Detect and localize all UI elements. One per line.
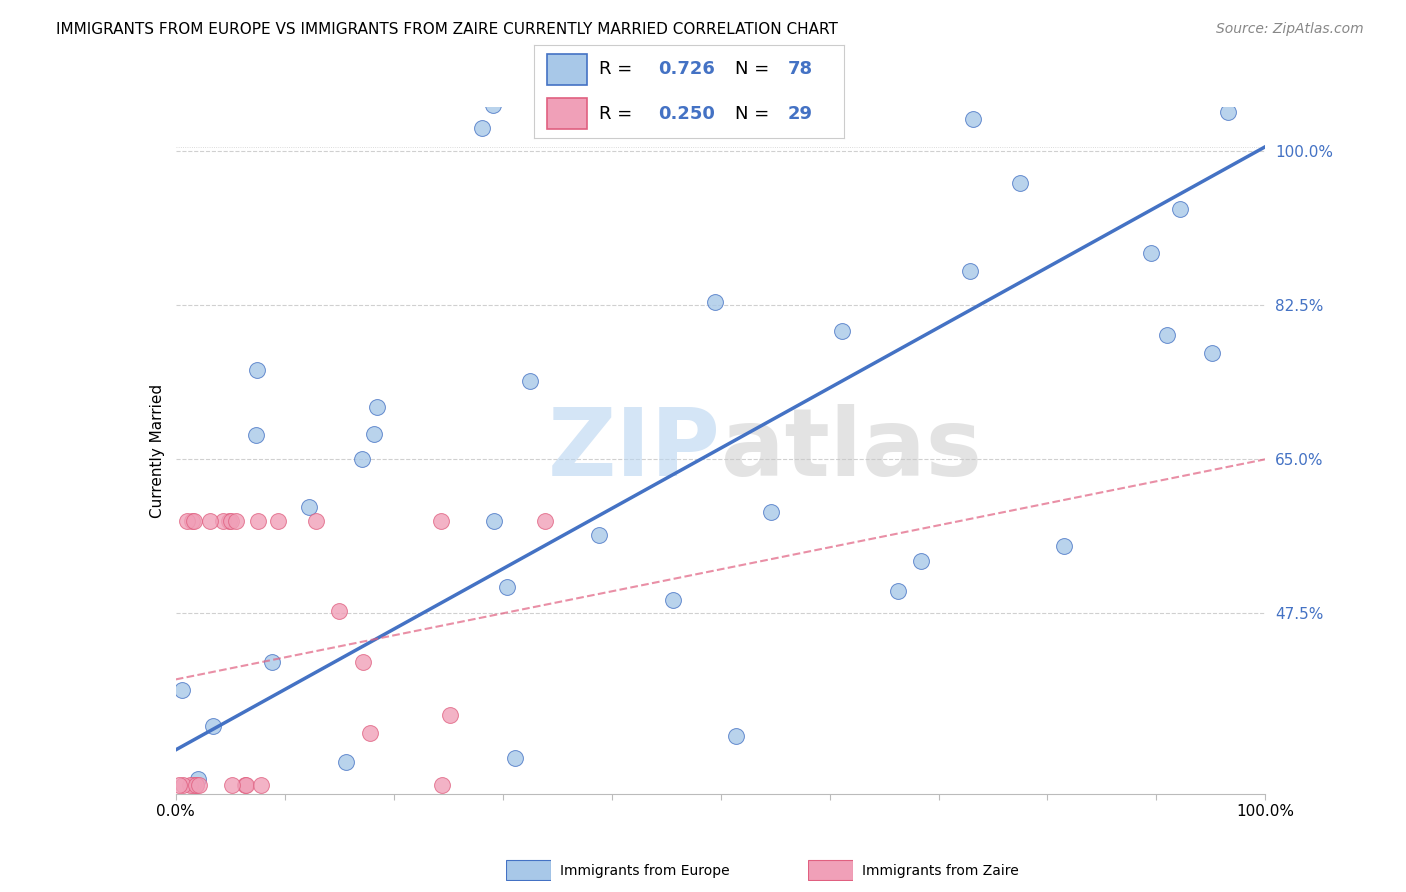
Point	[328, 604, 350, 618]
Point	[1021, 65, 1043, 79]
Point	[553, 98, 575, 112]
Point	[1010, 176, 1032, 190]
Point	[184, 778, 207, 792]
Text: atlas: atlas	[721, 404, 981, 497]
Point	[179, 778, 201, 792]
Text: Immigrants from Zaire: Immigrants from Zaire	[862, 863, 1018, 878]
Point	[305, 514, 328, 528]
Point	[482, 514, 505, 528]
Point	[1156, 328, 1178, 343]
Point	[432, 778, 454, 792]
Y-axis label: Currently Married: Currently Married	[149, 384, 165, 517]
Point	[1071, 34, 1094, 48]
Point	[246, 514, 269, 528]
Point	[184, 778, 207, 792]
Point	[505, 750, 527, 764]
Point	[1005, 885, 1028, 892]
Point	[183, 514, 205, 528]
Point	[1188, 29, 1211, 43]
Point	[221, 778, 243, 792]
Text: N =: N =	[735, 60, 769, 78]
Point	[235, 778, 257, 792]
Point	[246, 362, 269, 376]
Text: Source: ZipAtlas.com: Source: ZipAtlas.com	[1216, 22, 1364, 37]
Point	[176, 514, 198, 528]
FancyBboxPatch shape	[547, 98, 586, 129]
Point	[245, 427, 267, 442]
Point	[810, 847, 832, 862]
Point	[225, 514, 247, 528]
Point	[429, 514, 451, 528]
Text: 0.250: 0.250	[658, 105, 714, 123]
Point	[350, 452, 373, 467]
Point	[1139, 245, 1161, 260]
Point	[704, 295, 727, 310]
Point	[910, 554, 932, 568]
Text: R =: R =	[599, 105, 633, 123]
Point	[219, 514, 242, 528]
Point	[482, 97, 505, 112]
Point	[534, 514, 557, 528]
Point	[262, 655, 284, 669]
Point	[959, 264, 981, 278]
Text: 0.726: 0.726	[658, 60, 714, 78]
Point	[249, 778, 271, 792]
Text: R =: R =	[599, 60, 633, 78]
Point	[1201, 346, 1223, 360]
Text: 29: 29	[787, 105, 813, 123]
Point	[187, 772, 209, 786]
Point	[211, 514, 233, 528]
Point	[170, 682, 193, 697]
Point	[359, 725, 381, 739]
Text: 78: 78	[787, 60, 813, 78]
Point	[172, 778, 194, 792]
Point	[831, 324, 853, 338]
Point	[366, 401, 388, 415]
Point	[661, 593, 683, 607]
Point	[298, 500, 321, 514]
Point	[761, 505, 783, 519]
Point	[181, 514, 204, 528]
Point	[496, 580, 519, 594]
Point	[267, 514, 290, 528]
Point	[316, 830, 339, 844]
Point	[202, 719, 225, 733]
Point	[471, 121, 494, 136]
Point	[1053, 539, 1076, 553]
Point	[1216, 104, 1239, 119]
Point	[200, 514, 222, 528]
Point	[725, 729, 748, 743]
Point	[335, 755, 357, 769]
Text: ZIP: ZIP	[548, 404, 721, 497]
Text: IMMIGRANTS FROM EUROPE VS IMMIGRANTS FROM ZAIRE CURRENTLY MARRIED CORRELATION CH: IMMIGRANTS FROM EUROPE VS IMMIGRANTS FRO…	[56, 22, 838, 37]
Point	[1168, 202, 1191, 216]
Point	[271, 871, 294, 885]
Point	[1005, 843, 1028, 857]
Point	[363, 426, 385, 441]
Point	[439, 707, 461, 722]
Point	[218, 514, 240, 528]
Text: Immigrants from Europe: Immigrants from Europe	[560, 863, 730, 878]
Point	[233, 778, 256, 792]
FancyBboxPatch shape	[547, 54, 586, 85]
Point	[181, 778, 204, 792]
Point	[352, 656, 374, 670]
Point	[962, 112, 984, 126]
Point	[169, 778, 191, 792]
Point	[886, 583, 908, 598]
Point	[519, 374, 541, 388]
Point	[214, 825, 236, 839]
Point	[188, 778, 211, 792]
Point	[731, 888, 754, 892]
Point	[588, 528, 610, 542]
Text: N =: N =	[735, 105, 769, 123]
